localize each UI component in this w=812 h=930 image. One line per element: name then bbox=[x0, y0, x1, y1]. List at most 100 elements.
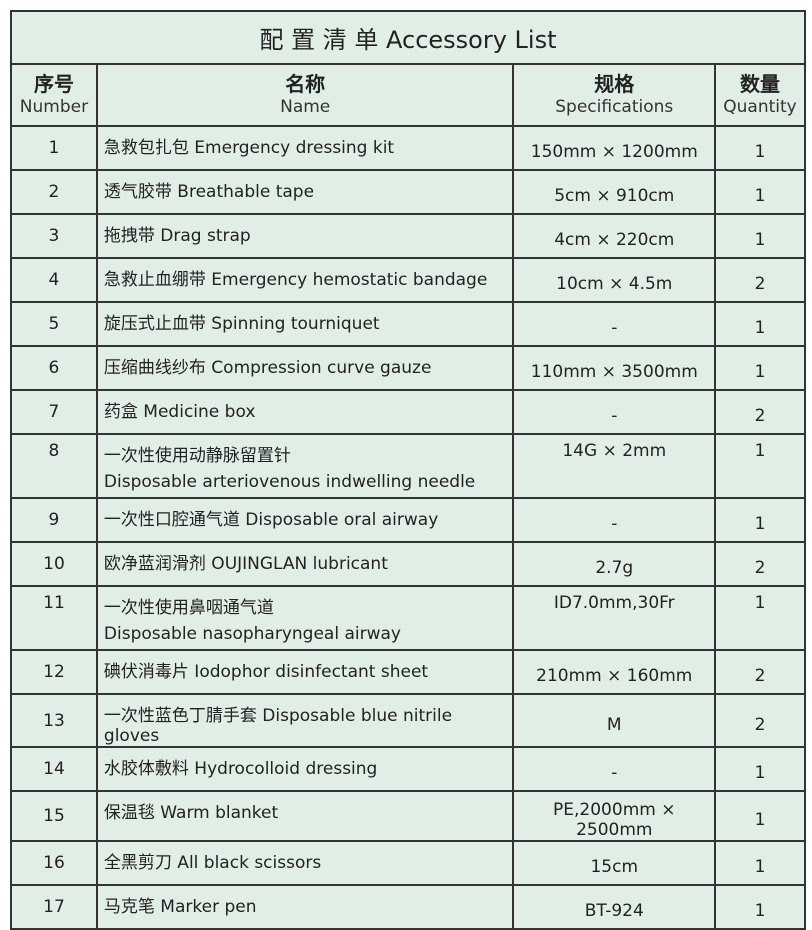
name-line: 马克笔 Marker pen bbox=[103, 897, 257, 917]
cell-name: 压缩曲线纱布 Compression curve gauze bbox=[95, 345, 515, 391]
header-en: Number bbox=[19, 96, 89, 117]
cell-quantity: 1 bbox=[714, 301, 806, 347]
name-line: 急救止血绷带 Emergency hemostatic bandage bbox=[103, 270, 488, 290]
name-line-2: Disposable arteriovenous indwelling need… bbox=[103, 472, 476, 492]
cell-quantity: 1 bbox=[714, 746, 806, 792]
cell-spec: BT-924 bbox=[512, 884, 717, 930]
header-name: 名称 Name bbox=[95, 63, 515, 127]
cell-name: 欧净蓝润滑剂 OUJINGLAN lubricant bbox=[95, 541, 515, 587]
name-line: 急救包扎包 Emergency dressing kit bbox=[103, 138, 395, 158]
table-row: 15 保温毯 Warm blanket PE,2000mm × 2500mm 1 bbox=[10, 790, 806, 842]
cell-name: 药盒 Medicine box bbox=[95, 389, 515, 435]
table-row: 11 一次性使用鼻咽通气道 Disposable nasopharyngeal a… bbox=[10, 585, 806, 651]
cell-number: 7 bbox=[10, 389, 98, 435]
cell-spec: - bbox=[512, 746, 717, 792]
cell-name: 透气胶带 Breathable tape bbox=[95, 169, 515, 215]
cell-name: 旋压式止血带 Spinning tourniquet bbox=[95, 301, 515, 347]
cell-name: 水胶体敷料 Hydrocolloid dressing bbox=[95, 746, 515, 792]
cell-spec: ID7.0mm,30Fr bbox=[512, 585, 717, 651]
name-line: 欧净蓝润滑剂 OUJINGLAN lubricant bbox=[103, 554, 388, 574]
cell-quantity: 1 bbox=[714, 125, 806, 171]
table-row: 14 水胶体敷料 Hydrocolloid dressing - 1 bbox=[10, 746, 806, 792]
cell-number: 17 bbox=[10, 884, 98, 930]
name-line: 保温毯 Warm blanket bbox=[103, 803, 279, 823]
cell-spec: - bbox=[512, 497, 717, 543]
table-row: 12 碘伏消毒片 Iodophor disinfectant sheet 210… bbox=[10, 649, 806, 695]
cell-quantity: 1 bbox=[714, 345, 806, 391]
name-line: 药盒 Medicine box bbox=[103, 402, 256, 422]
header-zh: 序号 bbox=[33, 71, 74, 96]
cell-number: 6 bbox=[10, 345, 98, 391]
cell-quantity: 1 bbox=[714, 884, 806, 930]
name-line: 透气胶带 Breathable tape bbox=[103, 182, 315, 202]
cell-spec: 4cm × 220cm bbox=[512, 213, 717, 259]
cell-quantity: 2 bbox=[714, 541, 806, 587]
cell-quantity: 2 bbox=[714, 693, 806, 748]
name-line: 一次性口腔通气道 Disposable oral airway bbox=[103, 510, 439, 530]
cell-name: 一次性使用鼻咽通气道 Disposable nasopharyngeal airw… bbox=[95, 585, 515, 651]
cell-quantity: 1 bbox=[714, 585, 806, 651]
table-row: 2 透气胶带 Breathable tape 5cm × 910cm 1 bbox=[10, 169, 806, 215]
table-row: 7 药盒 Medicine box - 2 bbox=[10, 389, 806, 435]
cell-spec: 15cm bbox=[512, 840, 717, 886]
name-line: 碘伏消毒片 Iodophor disinfectant sheet bbox=[103, 662, 429, 682]
cell-number: 3 bbox=[10, 213, 98, 259]
cell-quantity: 1 bbox=[714, 169, 806, 215]
cell-quantity: 2 bbox=[714, 257, 806, 303]
header-en: Name bbox=[280, 96, 331, 117]
name-line: 一次性蓝色丁腈手套 Disposable blue nitrile gloves bbox=[103, 706, 453, 746]
name-line: 压缩曲线纱布 Compression curve gauze bbox=[103, 358, 432, 378]
cell-number: 16 bbox=[10, 840, 98, 886]
table-row: 4 急救止血绷带 Emergency hemostatic bandage 10… bbox=[10, 257, 806, 303]
accessory-list-table: 配 置 清 单 Accessory List 序号 Number 名称 Name 规格 S… bbox=[10, 10, 806, 930]
cell-name: 拖拽带 Drag strap bbox=[95, 213, 515, 259]
header-zh: 数量 bbox=[740, 71, 781, 96]
cell-number: 11 bbox=[10, 585, 98, 651]
header-number: 序号 Number bbox=[10, 63, 98, 127]
cell-name: 急救止血绷带 Emergency hemostatic bandage bbox=[95, 257, 515, 303]
cell-quantity: 1 bbox=[714, 840, 806, 886]
cell-quantity: 1 bbox=[714, 213, 806, 259]
table-row: 5 旋压式止血带 Spinning tourniquet - 1 bbox=[10, 301, 806, 347]
cell-quantity: 1 bbox=[714, 497, 806, 543]
cell-spec: - bbox=[512, 389, 717, 435]
cell-name: 碘伏消毒片 Iodophor disinfectant sheet bbox=[95, 649, 515, 695]
table-row: 9 一次性口腔通气道 Disposable oral airway - 1 bbox=[10, 497, 806, 543]
cell-number: 9 bbox=[10, 497, 98, 543]
name-line: 一次性使用动静脉留置针 bbox=[103, 446, 291, 466]
table-row: 16 全黑剪刀 All black scissors 15cm 1 bbox=[10, 840, 806, 886]
cell-spec: 210mm × 160mm bbox=[512, 649, 717, 695]
table-title: 配 置 清 单 Accessory List bbox=[10, 10, 806, 65]
cell-quantity: 2 bbox=[714, 649, 806, 695]
cell-quantity: 1 bbox=[714, 790, 806, 842]
name-line: 一次性使用鼻咽通气道 bbox=[103, 598, 274, 618]
cell-spec: 10cm × 4.5m bbox=[512, 257, 717, 303]
cell-number: 4 bbox=[10, 257, 98, 303]
cell-number: 8 bbox=[10, 433, 98, 499]
cell-number: 15 bbox=[10, 790, 98, 842]
table-row: 10 欧净蓝润滑剂 OUJINGLAN lubricant 2.7g 2 bbox=[10, 541, 806, 587]
header-quantity: 数量 Quantity bbox=[714, 63, 806, 127]
cell-name: 全黑剪刀 All black scissors bbox=[95, 840, 515, 886]
cell-spec: M bbox=[512, 693, 717, 748]
table-row: 17 马克笔 Marker pen BT-924 1 bbox=[10, 884, 806, 930]
cell-name: 马克笔 Marker pen bbox=[95, 884, 515, 930]
cell-name: 一次性口腔通气道 Disposable oral airway bbox=[95, 497, 515, 543]
cell-number: 10 bbox=[10, 541, 98, 587]
cell-name: 一次性使用动静脉留置针 Disposable arteriovenous indw… bbox=[95, 433, 515, 499]
name-line-2: Disposable nasopharyngeal airway bbox=[103, 624, 401, 644]
cell-name: 一次性蓝色丁腈手套 Disposable blue nitrile gloves bbox=[95, 693, 515, 748]
name-line: 拖拽带 Drag strap bbox=[103, 226, 251, 246]
cell-number: 12 bbox=[10, 649, 98, 695]
table-row: 8 一次性使用动静脉留置针 Disposable arteriovenous in… bbox=[10, 433, 806, 499]
cell-spec: PE,2000mm × 2500mm bbox=[512, 790, 717, 842]
cell-spec: 2.7g bbox=[512, 541, 717, 587]
cell-spec: 5cm × 910cm bbox=[512, 169, 717, 215]
cell-number: 14 bbox=[10, 746, 98, 792]
table-row: 13 一次性蓝色丁腈手套 Disposable blue nitrile glo… bbox=[10, 693, 806, 748]
cell-number: 5 bbox=[10, 301, 98, 347]
header-en: Specifications bbox=[555, 96, 674, 117]
cell-number: 13 bbox=[10, 693, 98, 748]
header-zh: 规格 bbox=[594, 71, 635, 96]
cell-spec: 150mm × 1200mm bbox=[512, 125, 717, 171]
